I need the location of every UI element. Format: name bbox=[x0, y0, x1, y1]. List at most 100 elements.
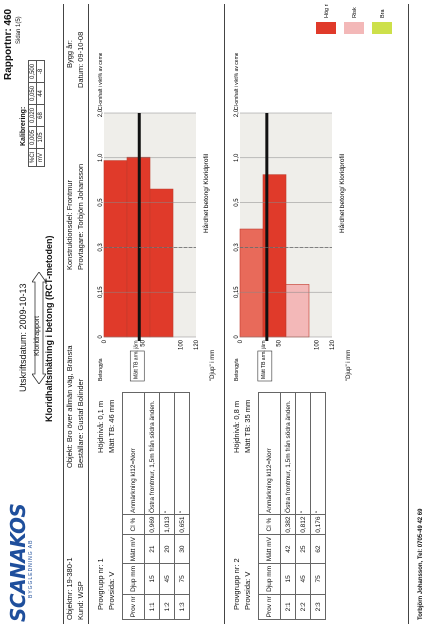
cell: 62 bbox=[310, 534, 326, 564]
kalibrering-title: Kalibrering: bbox=[20, 106, 27, 146]
legend-label: Bra bbox=[380, 9, 386, 19]
matt-tb-2: Mätt TB: 35 mm bbox=[243, 399, 252, 453]
kal-cell: 0,500 bbox=[28, 60, 37, 83]
y-tick-label: 50 bbox=[276, 339, 282, 346]
cell: 1:2 bbox=[159, 594, 175, 620]
x-tick-label: 2,0 bbox=[234, 108, 240, 117]
col-header: Mätt mV bbox=[122, 534, 145, 564]
datum: Datum: 09-10-08 bbox=[76, 31, 85, 88]
cell: 1:3 bbox=[174, 594, 190, 620]
cell: Östra frontmur, 1,5m från södra änden. bbox=[280, 392, 296, 515]
matt-tb-1: Mätt TB: 46 mm bbox=[107, 399, 116, 453]
cell: 30 bbox=[174, 534, 190, 564]
chloride-chart-1: 0 0,15 0,3 0,5 1,0 2,0 0 50 100 120 Mätt TB arm. j… bbox=[98, 53, 216, 382]
x-tick-label: 0,3 bbox=[234, 243, 240, 252]
objektnr: Objektnr: 19-380-1 bbox=[65, 557, 74, 620]
cell: Östra frontmur, 1,5m från södra änden. bbox=[144, 392, 160, 515]
cell: " bbox=[295, 392, 311, 515]
bar-3 bbox=[149, 188, 174, 338]
y-tick-label: 100 bbox=[315, 339, 321, 350]
bar-1 bbox=[239, 228, 264, 338]
rapport-number: Rapportnr: 460 bbox=[3, 8, 14, 80]
legend-swatch bbox=[372, 22, 392, 34]
mtb-box bbox=[257, 350, 273, 382]
table-row: 2:2 45 25 0,812 " bbox=[295, 392, 311, 620]
kal-cell: mV bbox=[36, 148, 45, 167]
kal-cell: 68 bbox=[36, 104, 45, 127]
provgrupp-2: Provgrupp nr: 2 bbox=[232, 558, 241, 610]
table-row: 1:3 75 30 0,651 " bbox=[174, 392, 190, 620]
cell: 25 bbox=[295, 534, 311, 564]
y-tick-label: 50 bbox=[140, 339, 146, 346]
divider bbox=[224, 4, 225, 624]
kal-cell: 105 bbox=[36, 126, 45, 149]
y-axis-label: "Djup" i mm bbox=[346, 350, 352, 381]
x-tick-label: 0,15 bbox=[234, 286, 240, 298]
y-tick-label: 0 bbox=[238, 339, 244, 343]
divider bbox=[63, 4, 64, 624]
legend-label: Risk bbox=[352, 7, 358, 18]
legend-swatch bbox=[316, 22, 336, 34]
cell: 0,812 bbox=[295, 514, 311, 535]
y-tick-label: 120 bbox=[194, 339, 200, 350]
kal-cell: 44 bbox=[36, 82, 45, 105]
scanakos-logo: SCANAKOS bbox=[6, 503, 30, 622]
x-tick-label: 2,0 bbox=[98, 108, 104, 117]
col-header: Mätt mV bbox=[258, 534, 281, 564]
cell: 42 bbox=[280, 534, 296, 564]
page-indicator: Sidan 1(5) bbox=[16, 16, 22, 44]
cell: 2:3 bbox=[310, 594, 326, 620]
x-tick-label: 0,15 bbox=[98, 286, 104, 298]
corner-left-label: Betongyta bbox=[98, 358, 104, 381]
cell: 2:1 bbox=[280, 594, 296, 620]
bygg-ar: Bygg år: bbox=[65, 40, 74, 68]
cell: 45 bbox=[295, 563, 311, 595]
provtagare: Provtagare: Torbjörn Johansson bbox=[76, 163, 85, 270]
print-date: Utskriftsdatum: 2009-10-13 bbox=[18, 283, 28, 392]
cell: 75 bbox=[174, 563, 190, 595]
legend-label: Hög risk bbox=[324, 4, 330, 18]
col-header: Cl % bbox=[258, 514, 281, 535]
x-tick-label: 1,0 bbox=[98, 153, 104, 162]
sample-table-1: Prov nr Djup mm Mätt mV Cl % Anmärkning … bbox=[122, 392, 190, 620]
cell: 2:2 bbox=[295, 594, 311, 620]
cell: 1,013 bbox=[159, 514, 175, 535]
legend-swatch bbox=[344, 22, 364, 34]
x-tick-label: 0,5 bbox=[98, 198, 104, 207]
col-header: Prov nr bbox=[258, 594, 281, 620]
kal-cell: 0,005 bbox=[28, 126, 37, 149]
logo-subtitle: BYGGLEDNING AB bbox=[28, 539, 34, 598]
corner-left-label: Betongyta bbox=[234, 358, 240, 381]
provsida-2: Provsida: V bbox=[243, 571, 252, 610]
kloridrapport-arrow-icon bbox=[32, 272, 46, 384]
x-tick-label: 0,3 bbox=[98, 243, 104, 252]
calibration-table: %Cl 0,005 0,020 0,050 0,500 mV 105 68 44… bbox=[28, 60, 45, 167]
cell: 0,176 bbox=[310, 514, 326, 535]
mtb-box-label: Mätt TB arm. järn bbox=[133, 340, 139, 379]
x-tick-label: 0,5 bbox=[234, 198, 240, 207]
divider bbox=[88, 4, 89, 624]
mtb-box bbox=[129, 350, 145, 382]
cell: " bbox=[159, 392, 175, 515]
divider bbox=[408, 4, 409, 624]
y-tick-label: 120 bbox=[330, 339, 336, 350]
y-tick-label: 0 bbox=[102, 339, 108, 343]
col-header: Djup mm bbox=[258, 563, 281, 595]
x-tick-label: 0 bbox=[98, 335, 104, 339]
provgrupp-1: Provgrupp nr: 1 bbox=[96, 558, 105, 610]
col-header: Djup mm bbox=[122, 563, 145, 595]
x-tick-label: 0 bbox=[234, 335, 240, 339]
cell: 75 bbox=[310, 563, 326, 595]
report-title: Kloridhaltsmätning i betong (RCT-metoden… bbox=[44, 235, 54, 423]
cell: 1:1 bbox=[144, 594, 160, 620]
cell: 21 bbox=[144, 534, 160, 564]
konstruktionsdel: Konstruktionsdel: Frontmur bbox=[65, 179, 74, 270]
y-tick-label: 100 bbox=[179, 339, 185, 350]
bestallare: Beställare: Gustaf Bolinder bbox=[76, 378, 85, 468]
col-header: Prov nr bbox=[122, 594, 145, 620]
x-tick-label: 1,0 bbox=[234, 153, 240, 162]
table-row: 1:1 15 21 0,969 Östra frontmur, 1,5m frå… bbox=[144, 392, 160, 620]
x-axis-label: Hårdhet betong/ Kloridprofil bbox=[338, 153, 346, 233]
risk-legend: Hög risk Risk Bra bbox=[316, 4, 392, 34]
